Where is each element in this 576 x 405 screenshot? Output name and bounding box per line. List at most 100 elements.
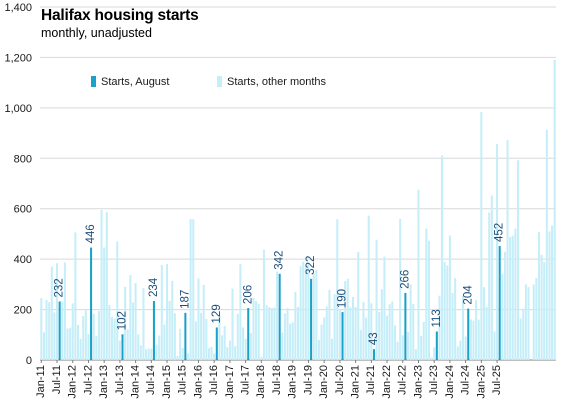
bar-other-month bbox=[255, 300, 258, 360]
bar-other-month bbox=[540, 254, 543, 360]
bar-other-month bbox=[514, 228, 517, 360]
bar-other-month bbox=[42, 332, 45, 360]
bar-other-month bbox=[304, 265, 307, 360]
x-tick-label: Jul-24 bbox=[460, 365, 472, 395]
bar-other-month bbox=[202, 284, 205, 360]
bar-other-month bbox=[231, 288, 234, 360]
bar-other-month bbox=[262, 249, 265, 360]
bar-august bbox=[121, 334, 124, 360]
bar-other-month bbox=[338, 309, 341, 360]
bar-other-month bbox=[116, 241, 119, 360]
bar-other-month bbox=[475, 299, 478, 360]
bar-other-month bbox=[425, 228, 428, 360]
x-tick-label: Jul-21 bbox=[365, 365, 377, 395]
y-tick-label: 600 bbox=[14, 204, 32, 216]
legend-label-other: Starts, other months bbox=[227, 76, 327, 88]
bar-august bbox=[58, 301, 61, 360]
bar-other-month bbox=[218, 314, 221, 360]
x-tick-label: Jul-16 bbox=[208, 365, 220, 395]
x-tick-label: Jul-20 bbox=[334, 365, 346, 395]
bar-august bbox=[90, 247, 93, 360]
x-tick-label: Jul-18 bbox=[271, 365, 283, 395]
bar-other-month bbox=[160, 264, 163, 360]
bar-other-month bbox=[265, 305, 268, 360]
data-label-august: 446 bbox=[85, 224, 97, 243]
bar-other-month bbox=[53, 312, 56, 360]
bar-other-month bbox=[228, 340, 231, 360]
bar-other-month bbox=[155, 344, 158, 360]
data-label-august: 43 bbox=[368, 332, 380, 345]
bar-other-month bbox=[344, 281, 347, 360]
x-tick-label: Jan-23 bbox=[412, 365, 424, 399]
bar-august bbox=[372, 349, 375, 360]
bar-other-month bbox=[451, 292, 454, 360]
bar-other-month bbox=[396, 341, 399, 360]
bar-other-month bbox=[441, 155, 444, 360]
bar-other-month bbox=[472, 320, 475, 360]
bar-other-month bbox=[433, 347, 436, 360]
bar-other-month bbox=[496, 143, 499, 360]
bar-other-month bbox=[351, 296, 355, 360]
bar-other-month bbox=[108, 305, 111, 360]
x-tick-label: Jan-18 bbox=[255, 365, 267, 399]
bar-other-month bbox=[205, 318, 208, 360]
august-bars bbox=[58, 246, 501, 360]
bar-other-month bbox=[427, 240, 430, 360]
bar-other-month bbox=[459, 340, 462, 360]
bar-other-month bbox=[270, 308, 273, 360]
bar-other-month bbox=[511, 235, 514, 360]
bar-other-month bbox=[131, 302, 135, 360]
bar-august bbox=[278, 273, 281, 360]
bar-other-month bbox=[412, 303, 415, 360]
bar-other-month bbox=[493, 331, 496, 360]
bar-other-month bbox=[383, 256, 386, 360]
bar-other-month bbox=[137, 334, 140, 360]
bar-other-month bbox=[480, 112, 483, 360]
bar-other-month bbox=[207, 348, 210, 360]
bar-other-month bbox=[61, 301, 64, 360]
bar-other-month bbox=[443, 262, 446, 360]
bar-other-month bbox=[461, 295, 465, 360]
bar-other-month bbox=[430, 357, 433, 360]
bar-other-month bbox=[50, 266, 53, 360]
bar-other-month bbox=[524, 284, 527, 360]
x-tick-label: Jan-24 bbox=[444, 365, 456, 399]
bar-other-month bbox=[320, 324, 323, 360]
data-label-august: 452 bbox=[494, 223, 506, 242]
bar-other-month bbox=[543, 262, 546, 360]
bar-other-month bbox=[503, 251, 506, 360]
data-label-august: 322 bbox=[305, 256, 317, 275]
x-tick-label: Jul-12 bbox=[82, 365, 94, 395]
bar-other-month bbox=[163, 324, 166, 360]
x-tick-label: Jan-11 bbox=[35, 365, 47, 398]
bar-other-month bbox=[79, 338, 82, 360]
bar-august bbox=[215, 327, 218, 360]
bar-other-month bbox=[482, 287, 485, 360]
bar-other-month bbox=[359, 329, 362, 360]
bar-other-month bbox=[438, 295, 441, 360]
bar-other-month bbox=[197, 278, 200, 360]
bar-other-month bbox=[399, 218, 402, 360]
bar-other-month bbox=[252, 297, 255, 360]
bar-other-month bbox=[168, 300, 171, 360]
other-months-bars bbox=[40, 59, 556, 360]
bar-other-month bbox=[501, 274, 504, 360]
data-label-august: 342 bbox=[274, 251, 286, 270]
bar-other-month bbox=[76, 324, 80, 360]
bar-august bbox=[341, 312, 344, 360]
bar-other-month bbox=[375, 239, 378, 360]
bar-other-month bbox=[244, 338, 247, 360]
bar-other-month bbox=[456, 346, 459, 360]
bar-other-month bbox=[488, 212, 491, 360]
bar-other-month bbox=[532, 284, 535, 360]
y-tick-label: 800 bbox=[14, 153, 32, 165]
bar-other-month bbox=[323, 317, 326, 360]
bar-other-month bbox=[281, 332, 284, 360]
bar-other-month bbox=[448, 235, 451, 360]
x-tick-label: Jan-21 bbox=[350, 365, 362, 399]
bar-other-month bbox=[485, 306, 488, 360]
x-tick-label: Jan-12 bbox=[67, 365, 79, 399]
bar-other-month bbox=[48, 302, 51, 360]
bar-other-month bbox=[236, 313, 239, 360]
